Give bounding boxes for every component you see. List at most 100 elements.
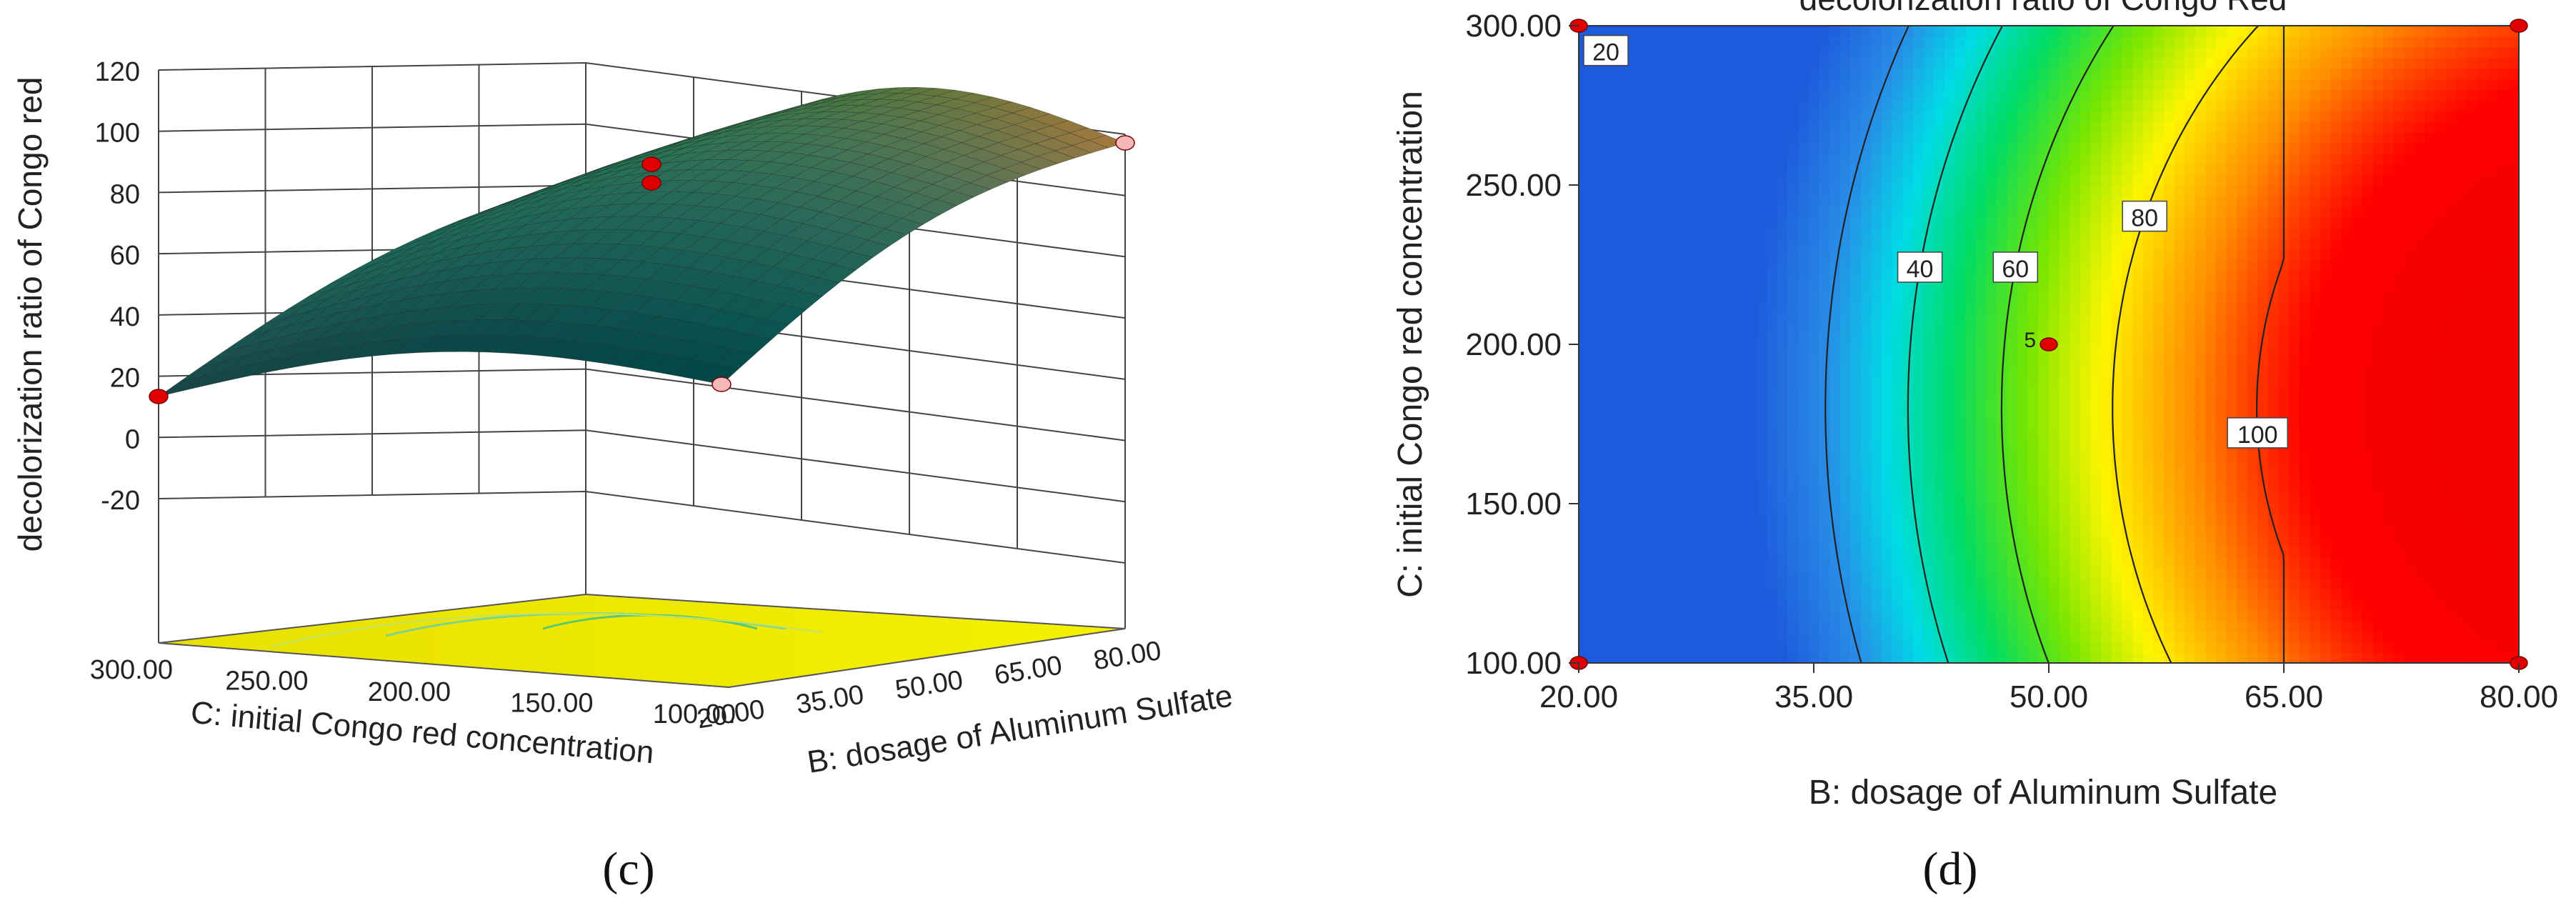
heatmap-cell (2059, 578, 2071, 589)
heatmap-cell (2101, 461, 2112, 473)
heatmap-cell (2205, 578, 2217, 589)
heatmap-cell (2059, 652, 2071, 663)
heatmap-cell (1934, 546, 1945, 558)
heatmap-cell (1662, 386, 1674, 399)
heatmap-cell (1787, 174, 1799, 186)
heatmap-cell (1714, 493, 1726, 504)
heatmap-cell (2163, 450, 2175, 462)
heatmap-cell (1850, 567, 1862, 579)
heatmap-cell (1714, 642, 1726, 653)
heatmap-cell (2215, 450, 2227, 462)
heatmap-cell (1704, 408, 1715, 419)
heatmap-cell (2289, 131, 2300, 144)
heatmap-cell (2257, 100, 2269, 111)
heatmap-cell (2080, 567, 2092, 579)
heatmap-cell (1955, 631, 1966, 643)
heatmap-cell (1923, 429, 1935, 441)
heatmap-cell (2330, 524, 2342, 537)
heatmap-cell (1798, 301, 1809, 314)
heatmap-cell (2007, 121, 2018, 133)
heatmap-cell (1829, 397, 1841, 409)
heatmap-cell (2101, 131, 2112, 144)
heatmap-cell (2101, 344, 2112, 356)
heatmap-cell (1798, 216, 1809, 229)
heatmap-cell (2070, 482, 2081, 494)
heatmap-cell (1735, 493, 1747, 504)
heatmap-cell (1652, 238, 1663, 249)
heatmap-cell (1798, 131, 1809, 144)
heatmap-cell (1787, 419, 1799, 430)
heatmap-cell (2007, 429, 2018, 441)
heatmap-cell (1609, 652, 1622, 663)
heatmap-cell (1923, 79, 1935, 90)
heatmap-cell (1652, 472, 1663, 484)
heatmap-cell (2142, 100, 2155, 111)
heatmap-cell (1662, 588, 1674, 600)
heatmap-cell (1986, 472, 1997, 484)
heatmap-cell (1756, 524, 1767, 537)
heatmap-cell (1724, 344, 1737, 356)
heatmap-cell (2195, 493, 2207, 504)
heatmap-cell (2215, 482, 2227, 494)
heatmap-cell (1662, 57, 1674, 69)
heatmap-cell (2268, 652, 2280, 663)
heatmap-cell (1912, 227, 1924, 239)
heatmap-cell (2038, 557, 2050, 568)
heatmap-cell (1714, 450, 1726, 462)
heatmap-cell (2195, 599, 2207, 611)
heatmap-cell (1839, 631, 1851, 643)
heatmap-cell (2310, 344, 2321, 356)
heatmap-cell (1923, 280, 1935, 292)
heatmap-cell (2090, 419, 2102, 430)
heatmap-cell (1944, 631, 1956, 643)
heatmap-cell (1912, 46, 1924, 59)
heatmap-cell (1787, 493, 1799, 504)
heatmap-cell (1620, 249, 1632, 260)
heatmap-cell (1808, 291, 1820, 303)
heatmap-cell (1609, 408, 1622, 419)
heatmap-cell (1589, 642, 1601, 653)
heatmap-cell (1641, 206, 1653, 218)
heatmap-cell (1819, 567, 1830, 579)
heatmap-cell (2237, 291, 2248, 303)
heatmap-cell (1955, 546, 1966, 558)
heatmap-cell (1892, 588, 1904, 600)
heatmap-cell (2289, 514, 2300, 526)
heatmap-cell (1850, 100, 1862, 111)
heatmap-cell (1609, 195, 1622, 207)
heatmap-cell (1641, 397, 1653, 409)
heatmap-cell (2320, 376, 2332, 388)
heatmap-cell (1704, 514, 1715, 526)
heatmap-cell (1944, 482, 1956, 494)
heatmap-cell (1934, 419, 1945, 430)
heatmap-cell (2070, 408, 2081, 419)
heatmap-cell (2007, 419, 2018, 430)
heatmap-cell (1850, 429, 1862, 441)
heatmap-cell (2007, 206, 2018, 218)
heatmap-cell (1724, 334, 1737, 345)
heatmap-cell (1631, 439, 1642, 451)
heatmap-cell (1860, 599, 1872, 611)
heatmap-cell (2237, 312, 2248, 324)
heatmap-cell (1662, 450, 1674, 462)
heatmap-cell (1829, 419, 1841, 430)
heatmap-cell (2132, 524, 2144, 537)
heatmap-cell (2027, 365, 2040, 377)
heatmap-cell (2278, 461, 2290, 473)
heatmap-cell (2070, 185, 2081, 196)
heatmap-cell (1871, 68, 1882, 80)
heatmap-cell (2049, 419, 2060, 430)
heatmap-cell (1631, 365, 1642, 377)
heatmap-cell (1955, 46, 1966, 59)
heatmap-cell (1735, 504, 1747, 515)
heatmap-cell (2299, 312, 2311, 324)
heatmap-cell (2059, 642, 2071, 653)
heatmap-cell (1599, 652, 1611, 663)
heatmap-cell (2237, 195, 2248, 207)
heatmap-cell (2090, 142, 2102, 154)
heatmap-cell (1652, 79, 1663, 90)
heatmap-cell (2049, 514, 2060, 526)
heatmap-cell (1839, 323, 1851, 334)
heatmap-cell (1589, 429, 1601, 441)
heatmap-cell (2153, 493, 2165, 504)
